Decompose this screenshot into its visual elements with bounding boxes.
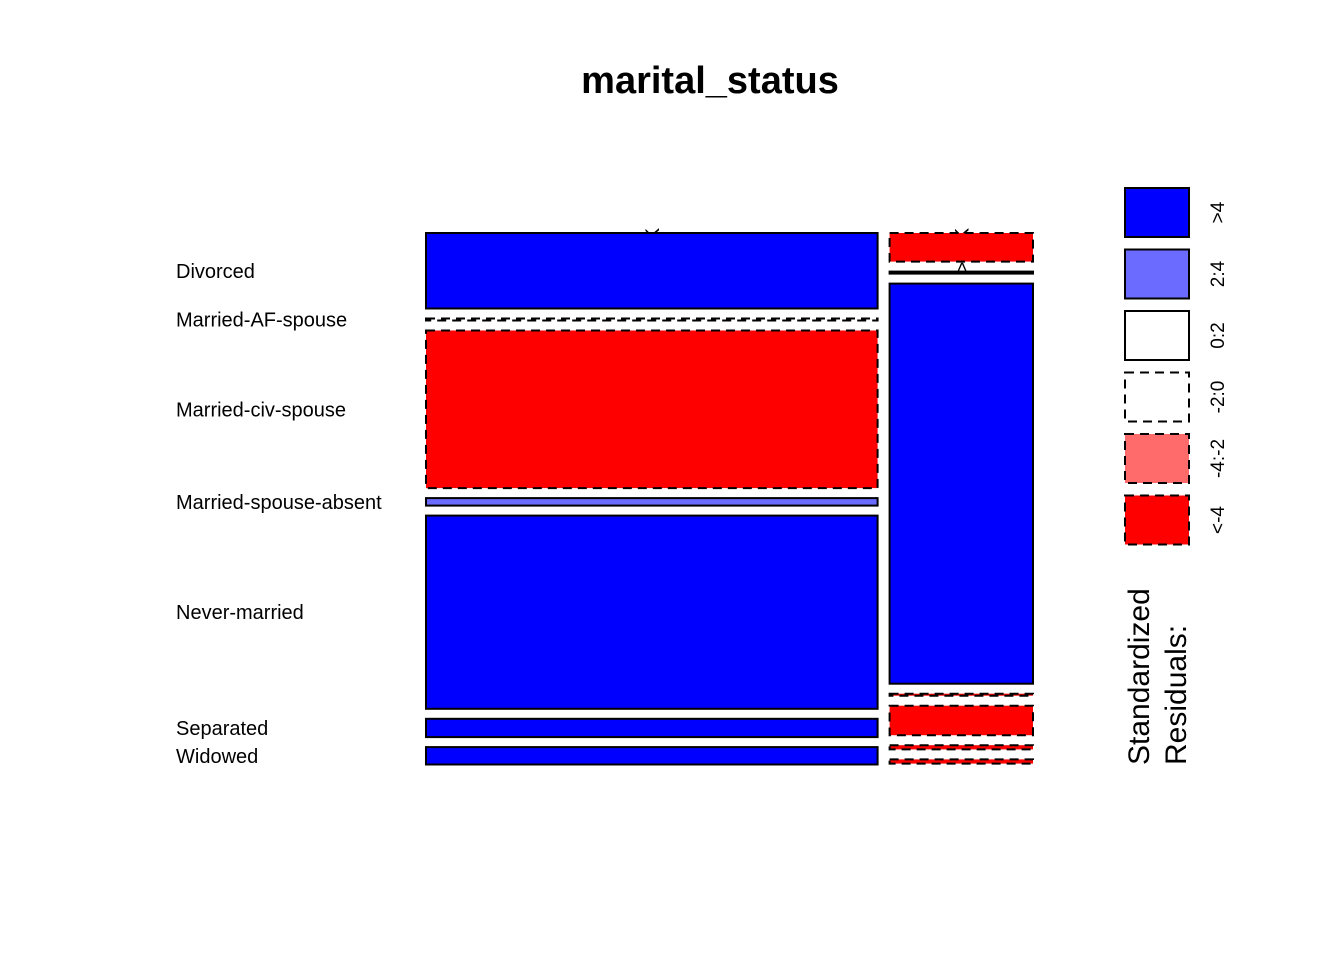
row-label-widowed: Widowed [176, 746, 258, 768]
legend-label-neg-mid: -4:-2 [1208, 439, 1229, 478]
tile-separated-gt-50k [888, 744, 1034, 751]
legend-label-pos-mid: 2:4 [1208, 260, 1229, 287]
tile-married-spouse-absent-le-50k [425, 497, 879, 507]
legend-swatch-neg-weak [1124, 371, 1190, 423]
row-label-never-married: Never-married [176, 602, 304, 624]
row-label-married-af-spouse: Married-AF-spouse [176, 310, 347, 332]
chart-title: marital_status [581, 60, 839, 102]
tile-widowed-le-50k [425, 746, 879, 766]
legend-label-neg-strong: <-4 [1208, 506, 1229, 534]
legend-swatch-neg-strong [1124, 494, 1190, 546]
tile-widowed-gt-50k [888, 758, 1034, 765]
legend-swatch-zero-pos [1124, 310, 1190, 361]
row-labels: Divorced Married-AF-spouse Married-civ-spo… [176, 261, 382, 768]
tile-divorced-le-50k [425, 232, 879, 310]
legend-swatch-pos-mid [1124, 248, 1190, 300]
tile-divorced-gt-50k [888, 232, 1034, 263]
row-label-divorced: Divorced [176, 261, 255, 283]
row-label-separated: Separated [176, 718, 268, 740]
legend-title-line-2: Residuals: [1160, 625, 1193, 765]
legend-label-zero-pos: 0:2 [1208, 322, 1229, 348]
legend-title-line-1: Standardized [1123, 588, 1156, 765]
tile-married-af-spouse-gt-50k [888, 270, 1034, 275]
residuals-legend: >4 2:4 0:2 -2:0 -4:-2 <-4 [1124, 187, 1229, 546]
legend-label-neg-weak: -2:0 [1208, 381, 1229, 414]
tile-separated-le-50k [425, 717, 879, 739]
legend-title: Standardized Residuals: [1123, 580, 1193, 765]
tile-married-civ-spouse-gt-50k [888, 282, 1034, 685]
tile-married-spouse-absent-gt-50k [888, 692, 1034, 697]
row-label-married-spouse-absent: Married-spouse-absent [176, 492, 382, 514]
tile-married-civ-spouse-le-50k [425, 329, 879, 490]
mosaic-tiles [425, 232, 1034, 766]
tile-never-married-gt-50k [888, 704, 1034, 737]
legend-swatch-neg-mid [1124, 433, 1190, 484]
legend-label-pos-strong: >4 [1208, 201, 1229, 223]
tile-never-married-le-50k [425, 514, 879, 710]
row-label-married-civ-spouse: Married-civ-spouse [176, 399, 346, 421]
legend-swatch-pos-strong [1124, 187, 1190, 238]
tile-married-af-spouse-le-50k [425, 317, 879, 322]
